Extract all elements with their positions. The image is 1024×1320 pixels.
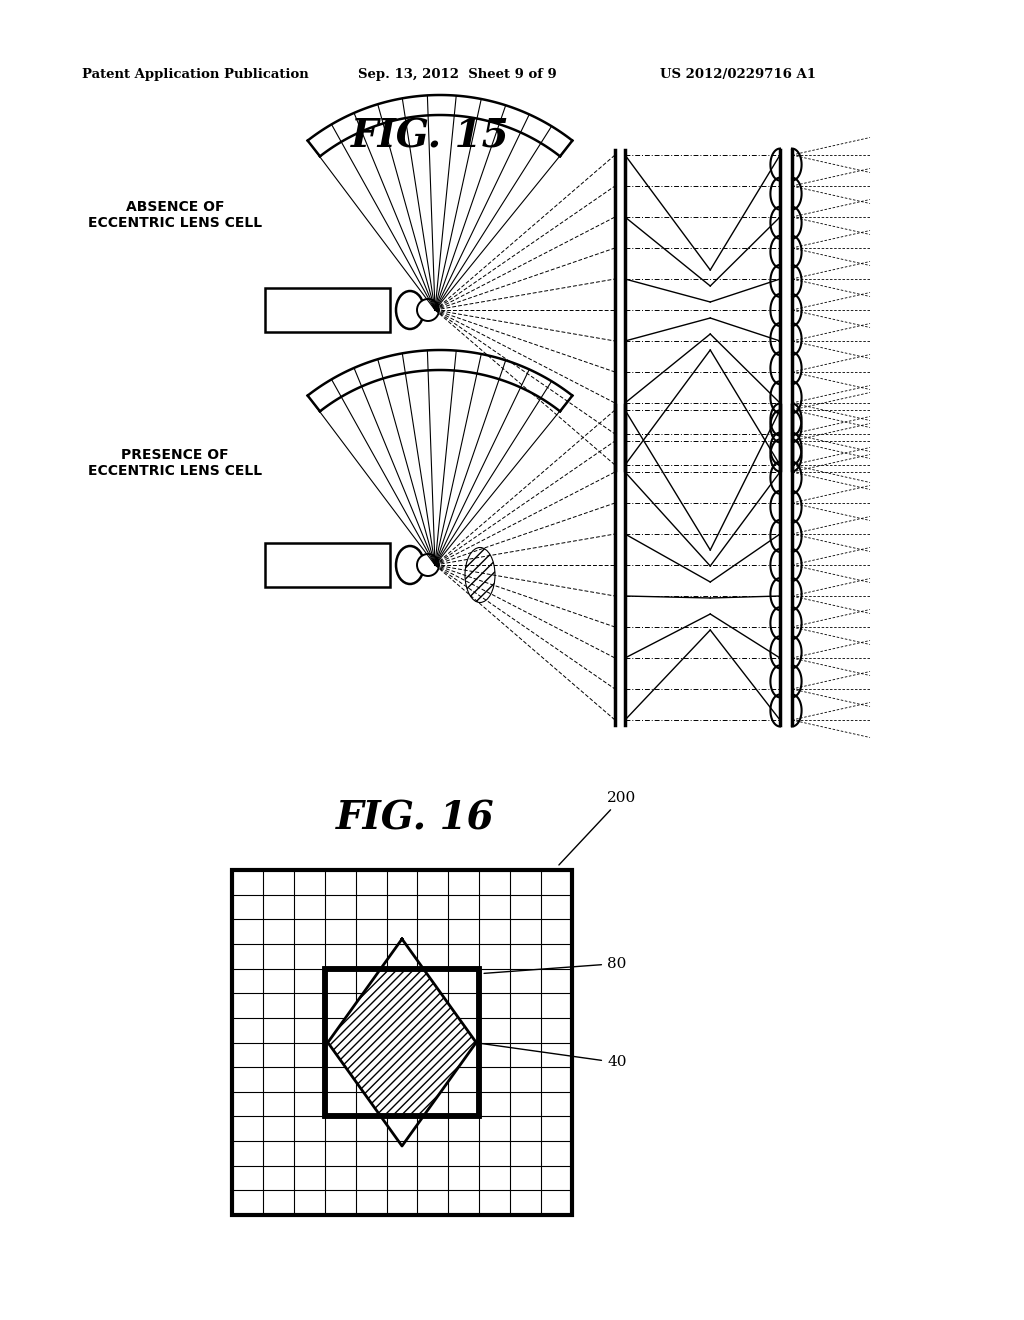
Text: 200: 200: [559, 791, 636, 865]
Text: Patent Application Publication: Patent Application Publication: [82, 69, 309, 81]
Bar: [265, 543, 390, 587]
FancyBboxPatch shape: [340, 579, 370, 586]
Text: 80: 80: [484, 957, 627, 973]
Ellipse shape: [465, 548, 495, 602]
Text: PRESENCE OF
ECCENTRIC LENS CELL: PRESENCE OF ECCENTRIC LENS CELL: [88, 447, 262, 478]
Text: FIG. 16: FIG. 16: [336, 800, 495, 838]
Bar: [232, 870, 572, 1214]
Bar: [325, 969, 479, 1117]
Ellipse shape: [396, 290, 424, 329]
Text: ABSENCE OF
ECCENTRIC LENS CELL: ABSENCE OF ECCENTRIC LENS CELL: [88, 201, 262, 230]
Text: Sep. 13, 2012  Sheet 9 of 9: Sep. 13, 2012 Sheet 9 of 9: [358, 69, 557, 81]
FancyBboxPatch shape: [340, 289, 370, 296]
Bar: [325, 969, 479, 1117]
Polygon shape: [328, 969, 476, 1117]
Text: FIG. 15: FIG. 15: [350, 117, 509, 156]
Text: 40: 40: [477, 1043, 627, 1069]
Text: US 2012/0229716 A1: US 2012/0229716 A1: [660, 69, 816, 81]
FancyBboxPatch shape: [340, 544, 370, 550]
Circle shape: [417, 300, 439, 321]
Ellipse shape: [396, 546, 424, 583]
Circle shape: [417, 554, 439, 576]
Bar: [265, 288, 390, 333]
FancyBboxPatch shape: [340, 323, 370, 331]
